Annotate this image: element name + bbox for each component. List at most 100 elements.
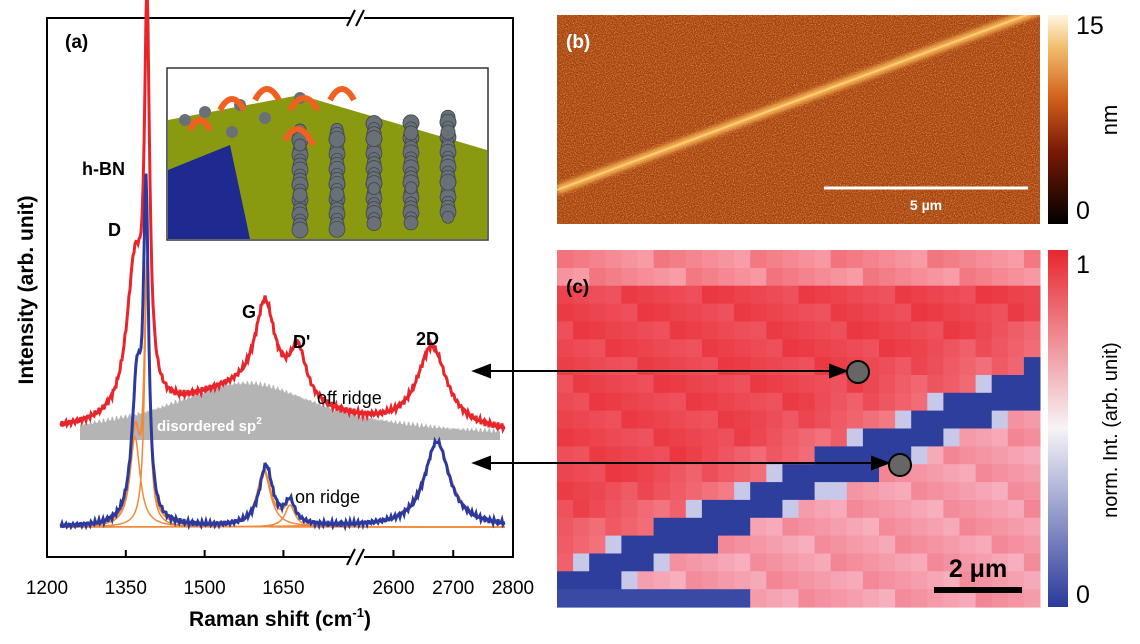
map-pixel: [815, 286, 832, 304]
particle: [226, 126, 238, 138]
map-pixel: [766, 357, 783, 375]
map-pixel: [605, 375, 622, 393]
map-pixel: [702, 571, 719, 589]
map-pixel: [589, 375, 606, 393]
map-pixel: [750, 339, 767, 357]
map-pixel: [1008, 518, 1025, 536]
map-pixel: [831, 339, 848, 357]
map-pixel: [702, 286, 719, 304]
map-pixel: [847, 286, 864, 304]
map-pixel: [863, 500, 880, 518]
map-pixel: [638, 268, 655, 286]
map-pixel: [960, 268, 977, 286]
particle: [404, 126, 418, 140]
map-pixel: [815, 411, 832, 429]
map-pixel: [1024, 286, 1041, 304]
map-pixel: [1024, 411, 1041, 429]
map-pixel: [879, 518, 896, 536]
particle: [441, 125, 455, 139]
map-pixel: [831, 250, 848, 268]
map-pixel: [960, 536, 977, 554]
map-pixel: [573, 375, 590, 393]
map-pixel: [573, 304, 590, 322]
map-pixel: [702, 554, 719, 572]
panel-label: (a): [65, 32, 88, 53]
map-pixel: [992, 393, 1009, 411]
map-pixel: [654, 321, 671, 339]
map-pixel: [702, 589, 719, 607]
map-pixel: [911, 536, 928, 554]
map-pixel: [734, 536, 751, 554]
map-pixel: [670, 375, 687, 393]
map-pixel: [718, 482, 735, 500]
map-pixel: [799, 339, 816, 357]
map-pixel: [557, 518, 574, 536]
map-pixel: [654, 571, 671, 589]
map-pixel: [589, 393, 606, 411]
map-pixel: [621, 411, 638, 429]
map-pixel: [718, 536, 735, 554]
map-pixel: [589, 321, 606, 339]
map-pixel: [799, 571, 816, 589]
map-pixel: [766, 429, 783, 447]
map-pixel: [766, 375, 783, 393]
map-pixel: [670, 500, 687, 518]
map-pixel: [702, 357, 719, 375]
map-pixel: [718, 286, 735, 304]
map-pixel: [927, 393, 944, 411]
map-pixel: [766, 286, 783, 304]
map-pixel: [670, 393, 687, 411]
map-pixel: [605, 304, 622, 322]
map-pixel: [573, 393, 590, 411]
map-pixel: [831, 500, 848, 518]
map-pixel: [943, 339, 960, 357]
map-pixel: [879, 589, 896, 607]
map-pixel: [734, 500, 751, 518]
map-pixel: [927, 429, 944, 447]
map-pixel: [605, 589, 622, 607]
map-pixel: [621, 321, 638, 339]
map-pixel: [718, 339, 735, 357]
map-pixel: [879, 321, 896, 339]
map-pixel: [734, 250, 751, 268]
map-pixel: [831, 482, 848, 500]
map-pixel: [702, 393, 719, 411]
map-pixel: [815, 518, 832, 536]
map-pixel: [782, 536, 799, 554]
map-pixel: [557, 304, 574, 322]
map-pixel: [799, 536, 816, 554]
map-pixel: [960, 446, 977, 464]
map-pixel: [911, 375, 928, 393]
map-pixel: [670, 339, 687, 357]
map-pixel: [589, 268, 606, 286]
map-pixel: [976, 375, 993, 393]
map-pixel: [927, 536, 944, 554]
map-pixel: [718, 268, 735, 286]
map-pixel: [750, 500, 767, 518]
map-pixel: [879, 536, 896, 554]
map-pixel: [605, 250, 622, 268]
map-pixel: [638, 339, 655, 357]
map-pixel: [1024, 339, 1041, 357]
map-pixel: [702, 429, 719, 447]
panel-label: (b): [566, 32, 590, 53]
map-pixel: [1008, 429, 1025, 447]
map-pixel: [895, 268, 912, 286]
map-pixel: [960, 321, 977, 339]
map-pixel: [670, 286, 687, 304]
map-pixel: [686, 375, 703, 393]
map-pixel: [734, 339, 751, 357]
map-pixel: [605, 554, 622, 572]
map-pixel: [750, 357, 767, 375]
map-pixel: [605, 518, 622, 536]
map-pixel: [638, 464, 655, 482]
map-pixel: [654, 464, 671, 482]
inset-illustration: [167, 68, 488, 240]
map-pixel: [831, 589, 848, 607]
map-pixel: [992, 304, 1009, 322]
map-pixel: [1024, 375, 1041, 393]
map-pixel: [1008, 446, 1025, 464]
map-pixel: [638, 321, 655, 339]
particle: [199, 106, 211, 118]
label-sup: -1: [352, 605, 364, 620]
